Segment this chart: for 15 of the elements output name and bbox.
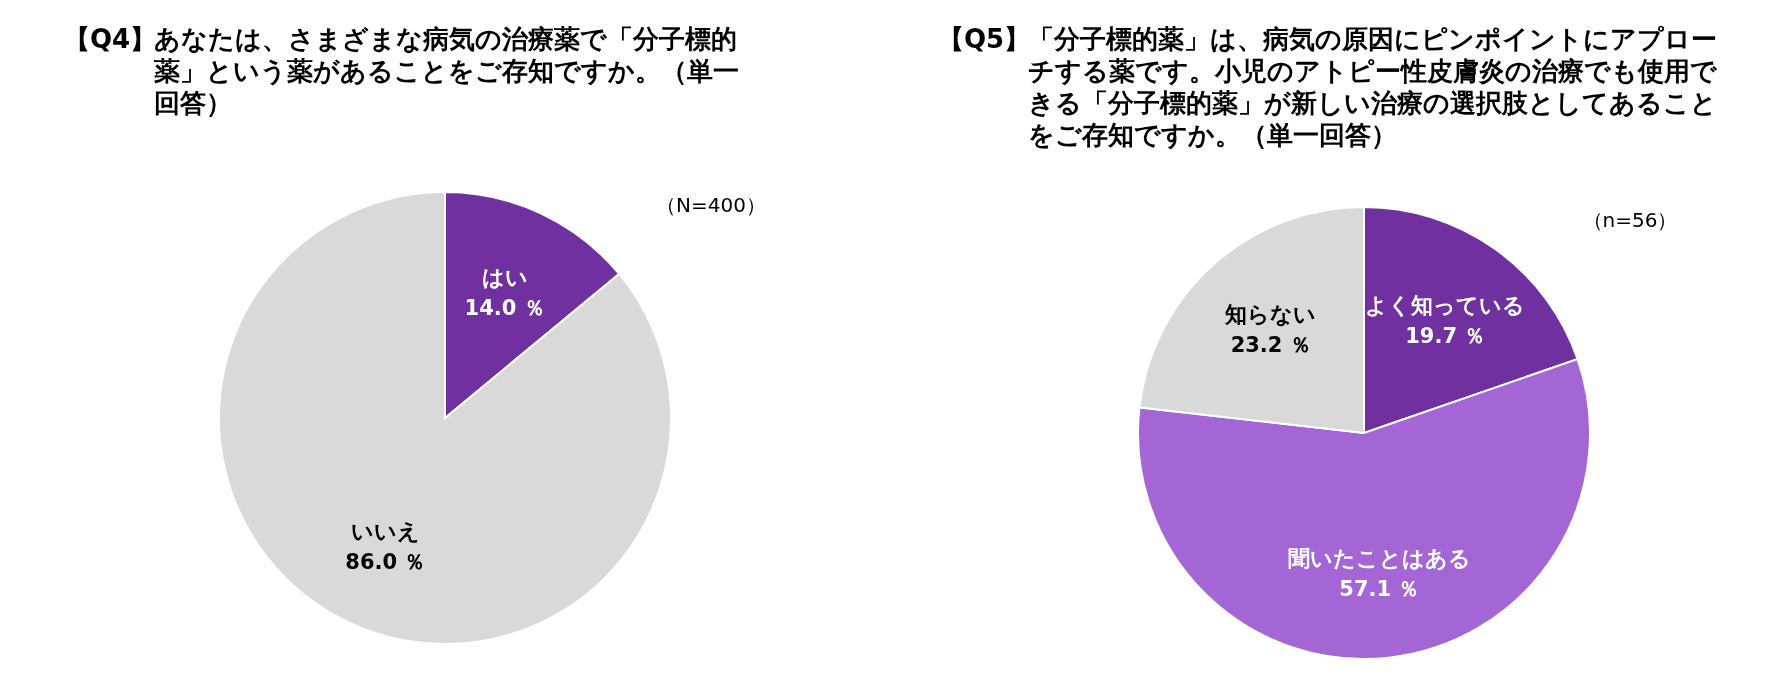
pie-slice — [218, 191, 672, 645]
text: （N=400） — [656, 193, 766, 217]
data-label: 14.0 ％ — [464, 296, 545, 321]
slice-label: 聞いたことはある — [1287, 546, 1471, 572]
data-label: 23.2 ％ — [1230, 333, 1311, 358]
chart-title: 【Q5】「分子標的薬」は、病気の原因にピンポイントにアプローチする薬です。小児のアトピー性皮膚炎の治療でも使用できる「分子標的薬」が新しい治療の選択肢としてあることをご存知ですか。（単一回答） — [938, 24, 1718, 150]
text: （n=56） — [1582, 208, 1678, 232]
slice-label: 知らない — [1224, 302, 1317, 328]
slice-label: いいえ — [350, 518, 420, 544]
chart-title: 【Q4】あなたは、さまざまな病気の治療薬で「分子標的薬」という薬があることをご存知ですか。（単一回答） — [64, 24, 739, 118]
data-label: 57.1 ％ — [1339, 577, 1420, 602]
slice-label: はい — [481, 265, 528, 291]
data-label: 86.0 ％ — [345, 549, 426, 574]
data-label: 19.7 ％ — [1405, 323, 1486, 348]
slice-label: よく知っている — [1365, 292, 1526, 318]
